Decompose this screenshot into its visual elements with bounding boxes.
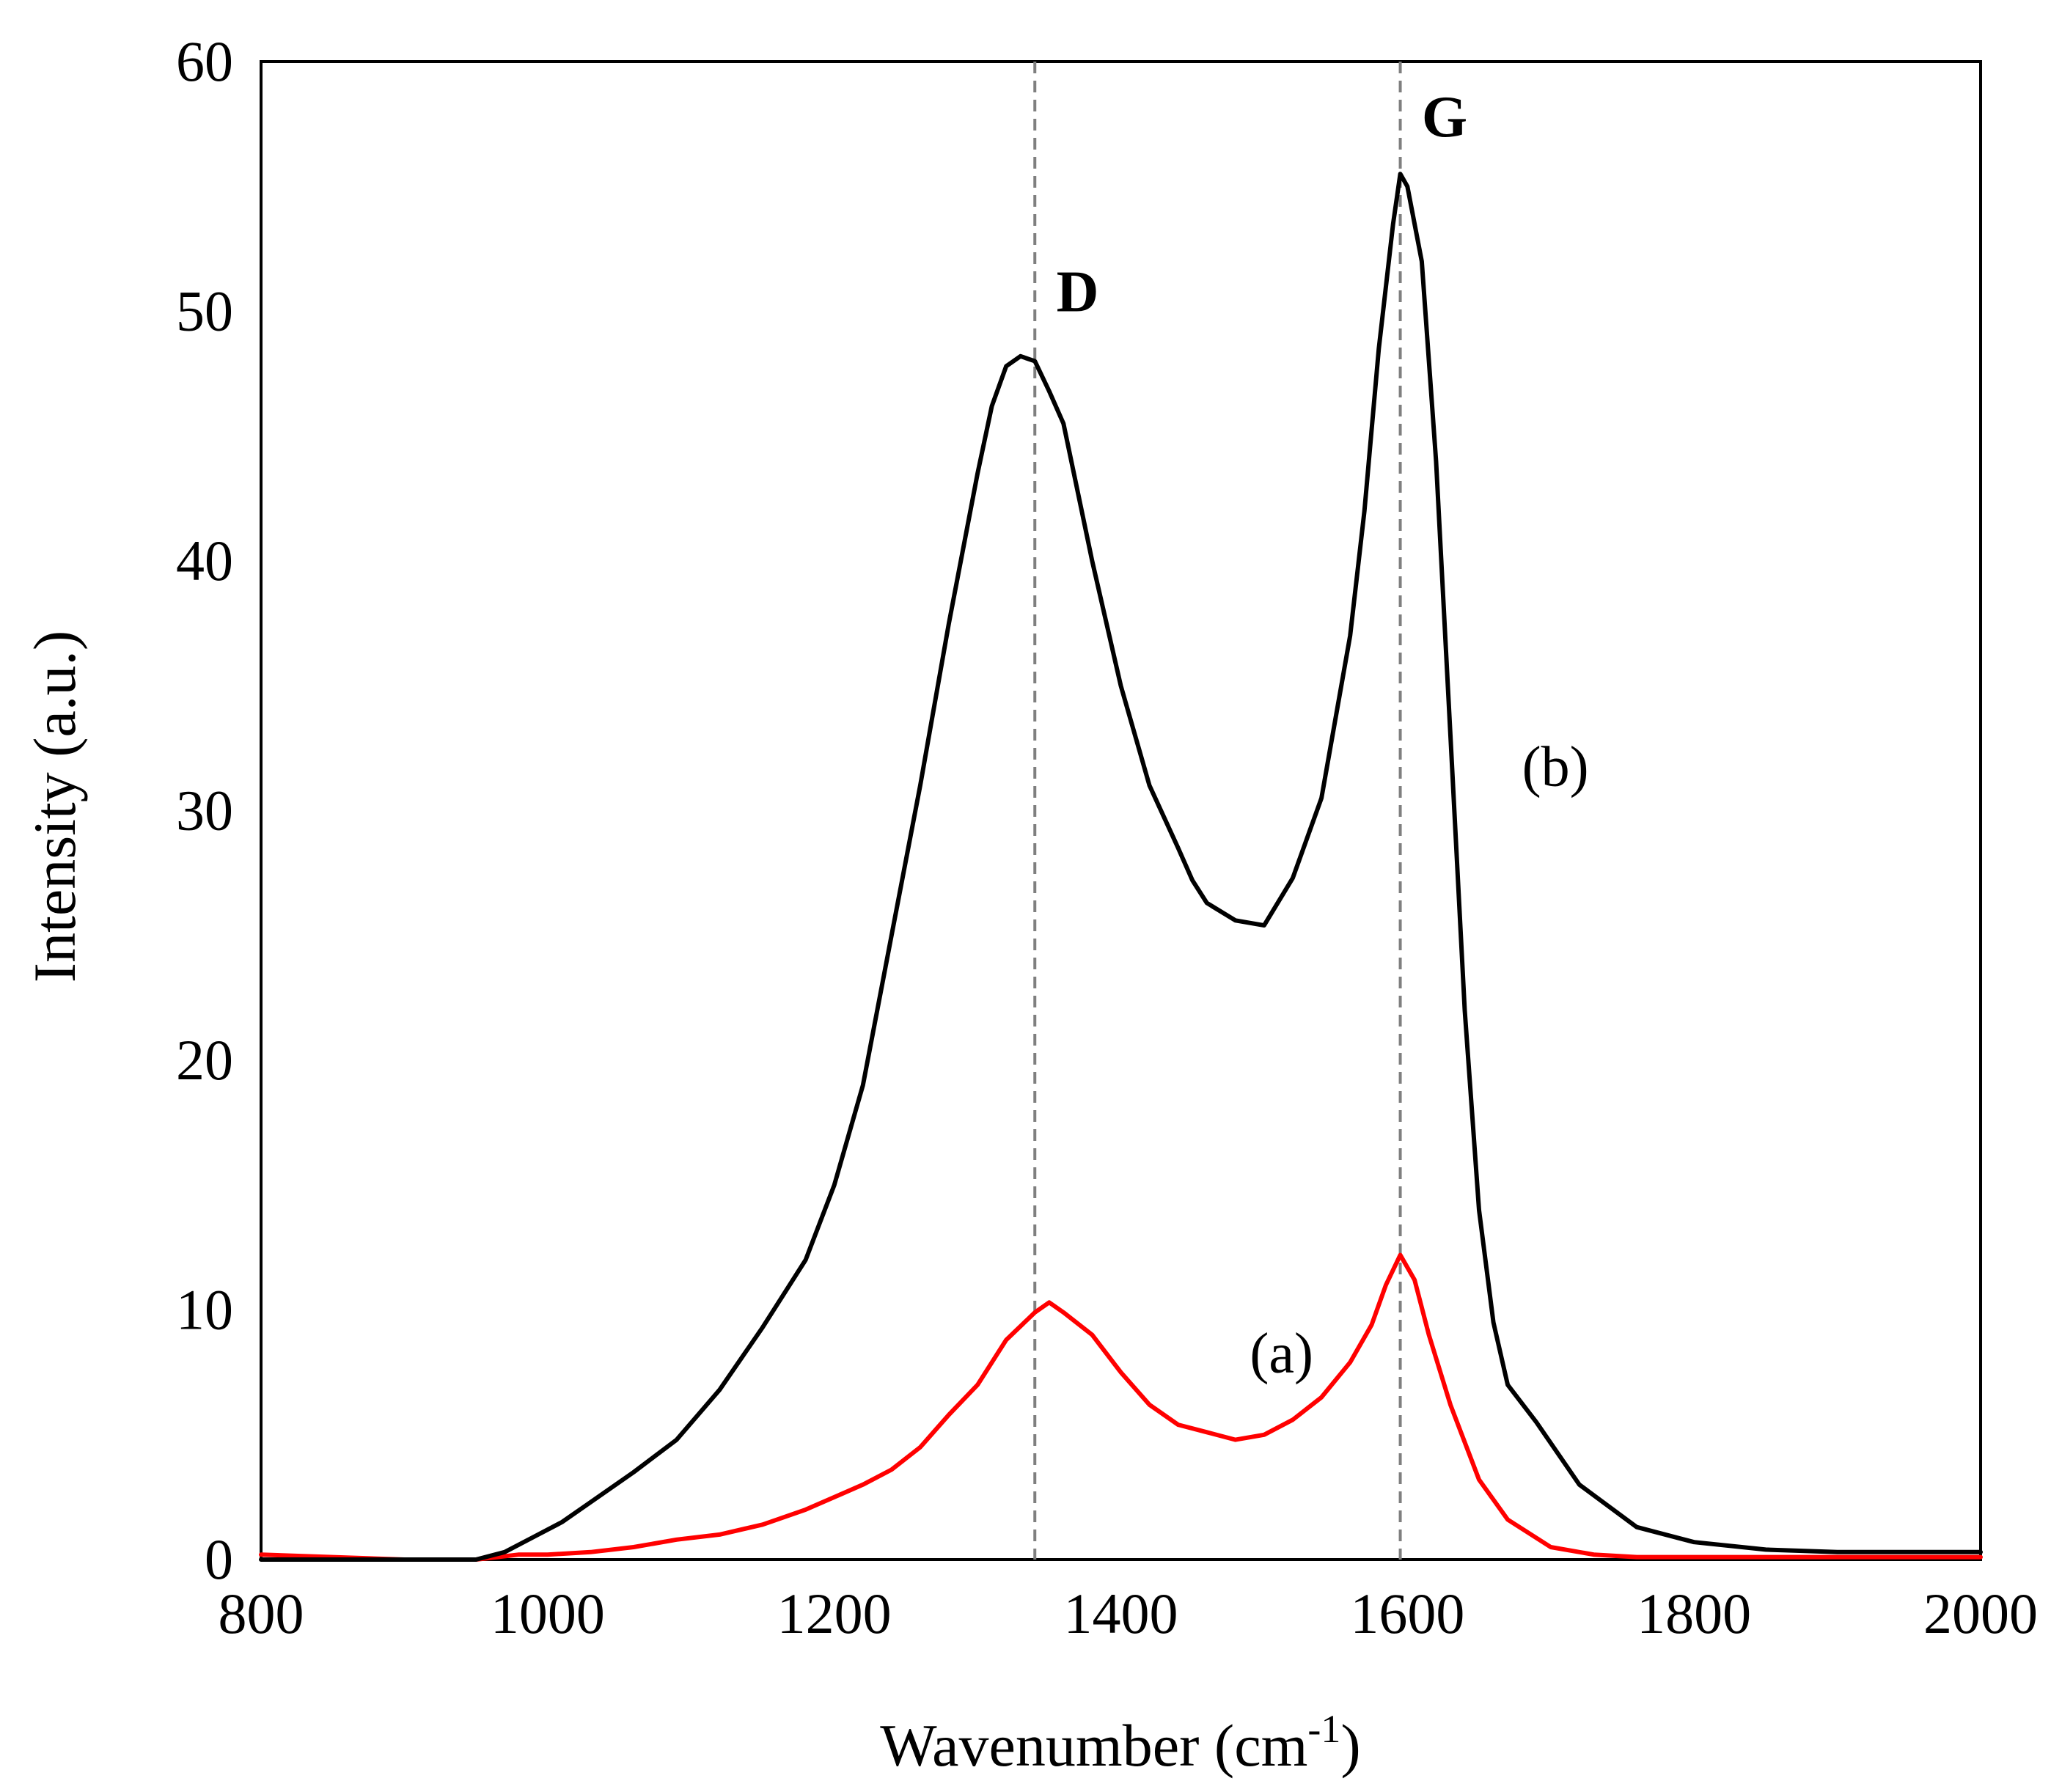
y-axis-ticks: 0 10 20 30 40 50 60 <box>176 29 233 1591</box>
x-axis-title-sup: -1 <box>1307 1707 1340 1751</box>
x-tick-label: 1000 <box>491 1582 605 1645</box>
x-axis-title-close: ) <box>1340 1712 1360 1779</box>
x-tick-label: 1400 <box>1064 1582 1178 1645</box>
x-axis-title-main: Wavenumber (cm <box>880 1712 1307 1779</box>
x-tick-label: 2000 <box>1923 1582 2038 1645</box>
y-tick-label: 50 <box>176 279 233 343</box>
series-label-a: (a) <box>1250 1321 1313 1385</box>
series-label-b: (b) <box>1522 734 1589 798</box>
x-tick-label: 1800 <box>1637 1582 1751 1645</box>
x-axis-title: Wavenumber (cm-1) <box>880 1707 1360 1779</box>
y-tick-label: 60 <box>176 29 233 93</box>
peak-label-d: D <box>1057 260 1099 325</box>
y-tick-label: 0 <box>205 1527 233 1591</box>
y-tick-label: 40 <box>176 529 233 592</box>
annotation-layer: D G (b) (a) <box>1057 85 1589 1384</box>
y-tick-label: 20 <box>176 1028 233 1092</box>
series-line-b <box>259 172 1983 1562</box>
x-axis-ticks: 800 1000 1200 1400 1600 1800 2000 <box>219 1582 2039 1645</box>
x-tick-label: 800 <box>219 1582 304 1645</box>
plot-area-frame <box>260 60 1982 1561</box>
series-line-a <box>259 1252 1983 1562</box>
y-tick-label: 30 <box>176 779 233 842</box>
peak-label-g: G <box>1422 85 1467 150</box>
y-tick-label: 10 <box>176 1278 233 1342</box>
y-axis-title: Intensity (a.u.) <box>21 631 88 983</box>
x-tick-label: 1600 <box>1350 1582 1464 1645</box>
series-layer <box>259 172 1983 1562</box>
x-tick-label: 1200 <box>777 1582 892 1645</box>
